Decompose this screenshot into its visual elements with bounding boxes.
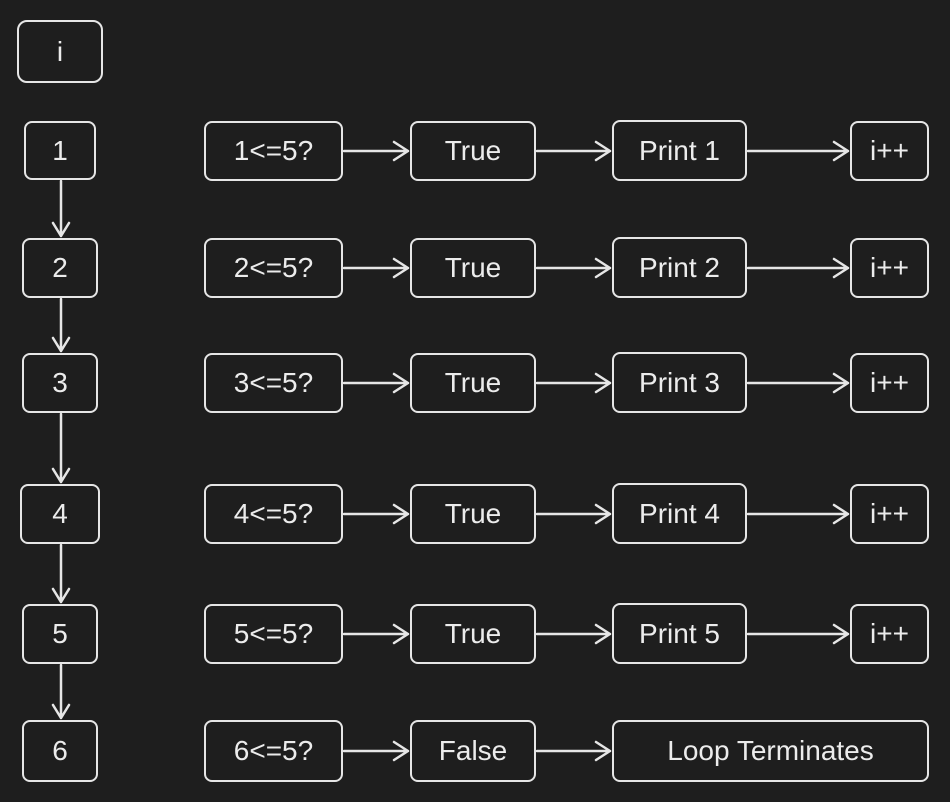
arrow-result-to-terminates [535,740,612,762]
arrow-print-to-increment-2 [746,257,850,279]
increment-box-2: i++ [850,238,929,298]
arrow-condition-to-result-4 [342,503,410,525]
loop-terminates-box: Loop Terminates [612,720,929,782]
print-box-2: Print 2 [612,237,747,298]
print-box-3: Print 3 [612,352,747,413]
result-box-2: True [410,238,536,298]
arrow-condition-to-result-1 [342,140,410,162]
print-box-1: Print 1 [612,120,747,181]
variable-i-header: i [17,20,103,83]
condition-box-3: 3<=5? [204,353,343,413]
arrow-print-to-increment-3 [746,372,850,394]
arrow-condition-to-result-6 [342,740,410,762]
arrow-print-to-increment-5 [746,623,850,645]
i-value-6: 6 [22,720,98,782]
arrow-result-to-print-2 [535,257,612,279]
i-value-4: 4 [20,484,100,544]
arrow-condition-to-result-2 [342,257,410,279]
print-box-4: Print 4 [612,483,747,544]
arrow-condition-to-result-5 [342,623,410,645]
arrow-print-to-increment-1 [746,140,850,162]
print-box-5: Print 5 [612,603,747,664]
arrow-result-to-print-5 [535,623,612,645]
i-value-3: 3 [22,353,98,413]
i-value-1: 1 [24,121,96,180]
arrow-result-to-print-4 [535,503,612,525]
arrow-i-2-to-3 [51,297,71,353]
increment-box-4: i++ [850,484,929,544]
arrow-result-to-print-3 [535,372,612,394]
result-box-3: True [410,353,536,413]
arrow-i-3-to-4 [51,412,71,484]
condition-box-6: 6<=5? [204,720,343,782]
arrow-i-5-to-6 [51,663,71,720]
result-box-4: True [410,484,536,544]
result-box-false: False [410,720,536,782]
i-value-5: 5 [22,604,98,664]
result-box-1: True [410,121,536,181]
condition-box-4: 4<=5? [204,484,343,544]
arrow-i-4-to-5 [51,543,71,604]
increment-box-1: i++ [850,121,929,181]
condition-box-2: 2<=5? [204,238,343,298]
increment-box-3: i++ [850,353,929,413]
condition-box-5: 5<=5? [204,604,343,664]
arrow-condition-to-result-3 [342,372,410,394]
arrow-i-1-to-2 [51,179,71,238]
arrow-result-to-print-1 [535,140,612,162]
condition-box-1: 1<=5? [204,121,343,181]
i-value-2: 2 [22,238,98,298]
result-box-5: True [410,604,536,664]
increment-box-5: i++ [850,604,929,664]
arrow-print-to-increment-4 [746,503,850,525]
